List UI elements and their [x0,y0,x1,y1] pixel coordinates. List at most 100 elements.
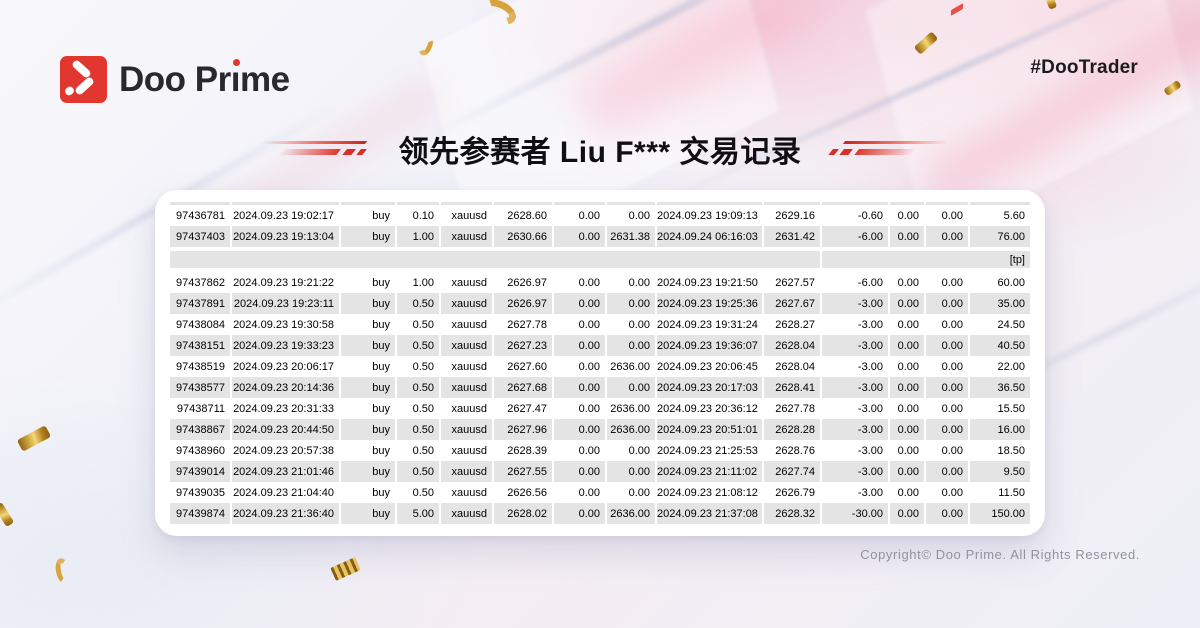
trade-cell: -3.00 [820,356,888,377]
trade-cell: 2628.32 [762,503,820,524]
trade-cell: 0.50 [395,419,439,440]
trade-cell: 2024.09.23 20:06:17 [230,356,339,377]
trade-cell: 40.50 [968,335,1030,356]
table-top-edge-cell [655,202,762,205]
confetti-gold-ribbon [330,557,361,581]
trade-row: 97437862 2024.09.23 19:21:22 buy 1.00 xauusd… [170,272,1030,293]
trade-cell: 2024.09.23 19:23:11 [230,293,339,314]
trade-cell: 2628.27 [762,314,820,335]
trade-cell: 150.00 [968,503,1030,524]
trade-cell: 2636.00 [605,503,655,524]
trade-cell: 2627.67 [762,293,820,314]
copyright-text: Copyright© Doo Prime. All Rights Reserve… [860,547,1140,562]
trade-cell: 2024.09.23 21:25:53 [655,440,762,461]
trade-cell: 2024.09.23 19:25:36 [655,293,762,314]
trade-cell: 2627.78 [762,398,820,419]
trade-row: 97437891 2024.09.23 19:23:11 buy 0.50 xauusd… [170,293,1030,314]
trade-cell: 0.00 [924,356,968,377]
trade-cell: 0.10 [395,205,439,226]
trade-cell: 15.50 [968,398,1030,419]
trade-row: 97438151 2024.09.23 19:33:23 buy 0.50 xauusd… [170,335,1030,356]
trade-cell: -3.00 [820,377,888,398]
trade-cell: 0.00 [605,335,655,356]
trade-cell: 2627.57 [762,272,820,293]
trade-cell: 2626.56 [492,482,552,503]
trade-cell: 2628.39 [492,440,552,461]
trade-cell: 0.00 [888,398,924,419]
trade-cell: 2024.09.23 21:01:46 [230,461,339,482]
trade-cell: 2024.09.23 20:06:45 [655,356,762,377]
trade-cell: 0.00 [888,377,924,398]
trade-cell: 2024.09.23 21:37:08 [655,503,762,524]
background-line [426,0,894,141]
trade-cell: 2024.09.23 19:13:04 [230,226,339,247]
trade-cell: 11.50 [968,482,1030,503]
trade-cell: 60.00 [968,272,1030,293]
trade-cell: 2024.09.23 19:33:23 [230,335,339,356]
trade-cell: 0.00 [552,293,605,314]
table-top-edge-cell [552,202,605,205]
trade-cell: 0.00 [888,482,924,503]
trade-cell: 0.00 [888,440,924,461]
trade-cell: 2024.09.23 20:36:12 [655,398,762,419]
table-top-edge-cell [888,202,924,205]
trade-cell: 0.00 [888,503,924,524]
trade-cell: xauusd [439,272,492,293]
trade-cell: 0.00 [605,482,655,503]
trade-cell: 97439874 [170,503,230,524]
confetti-red-piece [950,3,964,16]
trade-cell: 2627.78 [492,314,552,335]
trade-row: 97439874 2024.09.23 21:36:40 buy 5.00 xauusd… [170,503,1030,524]
trade-row: 97439035 2024.09.23 21:04:40 buy 0.50 xauusd… [170,482,1030,503]
trade-cell: 35.00 [968,293,1030,314]
trade-cell: buy [339,314,395,335]
trade-row: 97436781 2024.09.23 19:02:17 buy 0.10 xauusd… [170,205,1030,226]
trade-cell: 97436781 [170,205,230,226]
trade-cell: buy [339,335,395,356]
trade-cell: 2024.09.23 19:21:50 [655,272,762,293]
trade-cell: 0.00 [888,226,924,247]
doo-prime-logo: Doo Prı me [60,56,290,103]
trade-cell: 0.00 [924,398,968,419]
row-gap [170,247,1030,251]
trade-cell: 2024.09.23 21:08:12 [655,482,762,503]
trade-cell: 0.50 [395,440,439,461]
trade-cell: buy [339,398,395,419]
trade-row: 97438711 2024.09.23 20:31:33 buy 0.50 xauusd… [170,398,1030,419]
trade-cell: 2024.09.23 20:14:36 [230,377,339,398]
trade-cell: 16.00 [968,419,1030,440]
table-top-edge-cell [339,202,395,205]
trade-cell: 2628.76 [762,440,820,461]
trade-cell: 0.50 [395,482,439,503]
logo-text: Doo Prı me [119,59,290,99]
confetti-gold-curl [53,556,73,586]
trade-cell: buy [339,293,395,314]
table-top-edge-cell [170,202,230,205]
trade-cell: 97438711 [170,398,230,419]
trade-cell: 97439014 [170,461,230,482]
background-line [665,0,1200,202]
trade-cell: -3.00 [820,482,888,503]
trade-cell: 0.00 [552,503,605,524]
trade-cell: 0.00 [924,226,968,247]
trade-cell: 2636.00 [605,398,655,419]
title-decoration-left [250,141,375,157]
table-top-edge-cell [820,202,888,205]
table-top-edge-cell [968,202,1030,205]
trade-cell: 97438960 [170,440,230,461]
table-top-edge [170,202,1030,205]
table-top-edge-cell [605,202,655,205]
trade-cell: xauusd [439,461,492,482]
trade-cell: 97438577 [170,377,230,398]
trade-cell: 2024.09.23 19:02:17 [230,205,339,226]
trade-cell: 2024.09.23 20:44:50 [230,419,339,440]
trade-cell: xauusd [439,377,492,398]
trade-cell: 0.00 [552,335,605,356]
confetti-gold-ribbon [1163,79,1182,97]
trade-cell: -30.00 [820,503,888,524]
trade-cell: buy [339,503,395,524]
background-pink-streak [573,0,967,141]
trade-cell: 0.00 [924,272,968,293]
trade-cell: 97439035 [170,482,230,503]
trade-cell: 0.00 [605,440,655,461]
